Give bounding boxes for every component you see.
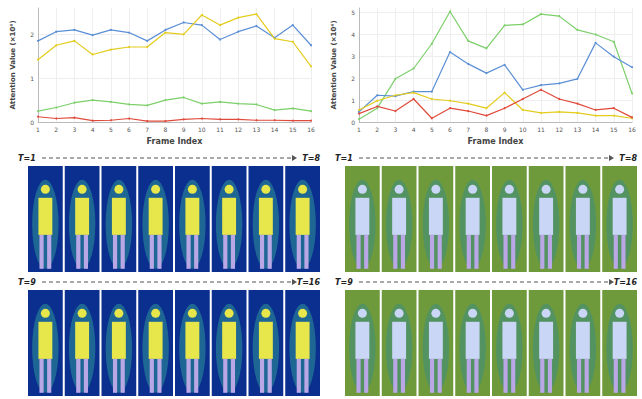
svg-text:10: 10 (519, 126, 527, 133)
svg-text:5: 5 (109, 126, 113, 133)
svg-text:5: 5 (430, 126, 434, 133)
svg-text:0: 0 (351, 119, 355, 126)
svg-text:8: 8 (163, 126, 167, 133)
svg-text:4: 4 (412, 126, 416, 133)
svg-text:Frame Index: Frame Index (147, 137, 204, 146)
svg-text:2: 2 (54, 126, 58, 133)
svg-text:Attention Value (×10⁴): Attention Value (×10⁴) (330, 20, 338, 109)
svg-text:13: 13 (574, 126, 582, 133)
svg-text:7: 7 (145, 126, 149, 133)
svg-text:11: 11 (537, 126, 545, 133)
svg-text:9: 9 (182, 126, 186, 133)
svg-text:4: 4 (91, 126, 95, 133)
svg-text:16: 16 (307, 126, 315, 133)
svg-text:T=8: T=8 (619, 154, 637, 163)
svg-text:8: 8 (484, 126, 488, 133)
svg-text:1: 1 (36, 126, 40, 133)
svg-text:6: 6 (127, 126, 131, 133)
svg-text:12: 12 (234, 126, 242, 133)
svg-text:T=16: T=16 (614, 278, 638, 287)
svg-text:15: 15 (610, 126, 618, 133)
svg-text:1: 1 (357, 126, 361, 133)
svg-text:13: 13 (253, 126, 261, 133)
svg-text:2: 2 (30, 31, 34, 38)
svg-text:15: 15 (289, 126, 297, 133)
svg-text:T=16: T=16 (297, 278, 321, 287)
svg-text:16: 16 (628, 126, 636, 133)
svg-text:T=9: T=9 (18, 278, 36, 287)
svg-text:7: 7 (466, 126, 470, 133)
svg-text:14: 14 (271, 126, 279, 133)
svg-text:1: 1 (351, 97, 355, 104)
svg-text:2: 2 (375, 126, 379, 133)
svg-text:0: 0 (30, 119, 34, 126)
svg-text:3: 3 (351, 53, 355, 60)
svg-text:Attention Value (×10⁴): Attention Value (×10⁴) (9, 20, 17, 109)
svg-text:4: 4 (351, 31, 355, 38)
svg-text:T=8: T=8 (302, 154, 320, 163)
svg-text:T=9: T=9 (335, 278, 353, 287)
svg-text:5: 5 (351, 9, 355, 16)
svg-text:11: 11 (216, 126, 224, 133)
svg-text:3: 3 (393, 126, 397, 133)
svg-text:Frame Index: Frame Index (468, 137, 525, 146)
svg-text:3: 3 (72, 126, 76, 133)
svg-text:10: 10 (198, 126, 206, 133)
svg-text:1: 1 (30, 75, 34, 82)
svg-text:12: 12 (555, 126, 563, 133)
svg-text:6: 6 (448, 126, 452, 133)
svg-text:14: 14 (592, 126, 600, 133)
svg-text:2: 2 (351, 75, 355, 82)
svg-text:T=1: T=1 (18, 154, 36, 163)
svg-text:T=1: T=1 (335, 154, 353, 163)
svg-text:9: 9 (503, 126, 507, 133)
